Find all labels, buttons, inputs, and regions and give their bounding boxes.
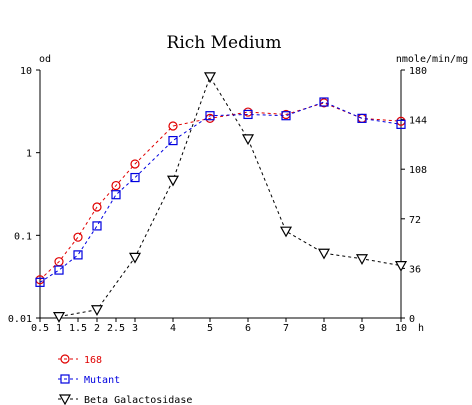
legend-label: 168 <box>84 355 102 366</box>
series-line-square <box>39 101 402 283</box>
left-axis-label: od <box>39 54 51 65</box>
data-point-triangle-down <box>317 248 331 260</box>
data-point-triangle-down <box>203 72 217 84</box>
left-y-tick-label: 0.01 <box>8 314 32 325</box>
data-point-circle <box>357 113 367 123</box>
data-point-circle <box>92 202 102 212</box>
data-point-square <box>35 277 45 287</box>
data-point-triangle-down <box>279 226 293 238</box>
left-y-tick-label: 0.1 <box>14 231 32 242</box>
legend-marker <box>58 394 72 405</box>
data-point-square <box>54 265 64 275</box>
data-point-triangle-down <box>52 312 66 323</box>
legend: 168 Mutant Beta Galactosidase <box>58 354 192 405</box>
legend-label: Beta Galactosidase <box>84 395 192 405</box>
data-point-triangle-down <box>128 252 142 264</box>
x-tick-label: 6 <box>245 323 251 334</box>
series-layer <box>35 72 408 323</box>
x-axis-unit-label: h <box>418 323 424 334</box>
x-tick-label: 5 <box>207 323 213 334</box>
x-tick-label: 0.5 <box>31 323 49 334</box>
right-y-tick-label: 36 <box>409 264 421 275</box>
x-tick-label: 1.5 <box>69 323 87 334</box>
data-point-circle <box>111 180 121 191</box>
data-point-triangle-down <box>394 261 408 272</box>
x-tick-label: 2 <box>94 323 100 334</box>
x-tick-label: 7 <box>283 323 289 334</box>
right-y-tick-label: 180 <box>409 66 427 77</box>
data-point-circle <box>168 121 178 131</box>
legend-marker <box>60 374 70 384</box>
series-line-circle <box>39 102 402 281</box>
right-y-tick-label: 72 <box>409 215 421 226</box>
data-point-square <box>73 250 83 260</box>
axis-ticks: 0.5 1 1.5 2 2.5 3 4 5 6 7 8 9 100.010.11100367210814… <box>8 66 427 334</box>
data-point-square <box>319 97 329 107</box>
data-point-triangle-down <box>241 134 255 146</box>
data-point-square <box>168 135 178 146</box>
right-axis-label: nmole/min/mg <box>396 54 468 65</box>
left-y-tick-label: 1 <box>26 149 32 160</box>
chart-title: Rich Medium <box>167 33 282 53</box>
x-tick-label: 4 <box>170 323 176 334</box>
x-tick-label: 8 <box>321 323 327 334</box>
x-tick-label: 1 <box>56 323 62 334</box>
data-point-square <box>92 221 102 231</box>
legend-marker <box>60 354 70 364</box>
data-point-square <box>111 190 121 200</box>
series-line-triangle-down <box>58 75 402 318</box>
x-tick-label: 10 <box>395 323 407 334</box>
data-point-triangle-down <box>166 175 180 187</box>
data-point-square <box>357 113 367 123</box>
data-point-triangle-down <box>90 305 104 316</box>
right-y-tick-label: 108 <box>409 165 427 176</box>
x-tick-label: 2.5 <box>107 323 125 334</box>
right-y-tick-label: 0 <box>409 314 415 325</box>
data-point-square <box>281 111 291 121</box>
data-point-square <box>243 109 253 120</box>
data-point-square <box>205 111 215 121</box>
data-point-square <box>396 119 406 129</box>
legend-label: Mutant <box>84 375 120 386</box>
data-point-circle <box>73 232 83 242</box>
data-point-triangle-down <box>355 254 369 265</box>
left-y-tick-label: 10 <box>20 66 32 77</box>
data-point-square <box>130 172 140 183</box>
right-y-tick-label: 144 <box>409 116 427 127</box>
data-point-circle <box>130 159 140 169</box>
x-tick-label: 3 <box>132 323 138 334</box>
x-tick-label: 9 <box>359 323 365 334</box>
